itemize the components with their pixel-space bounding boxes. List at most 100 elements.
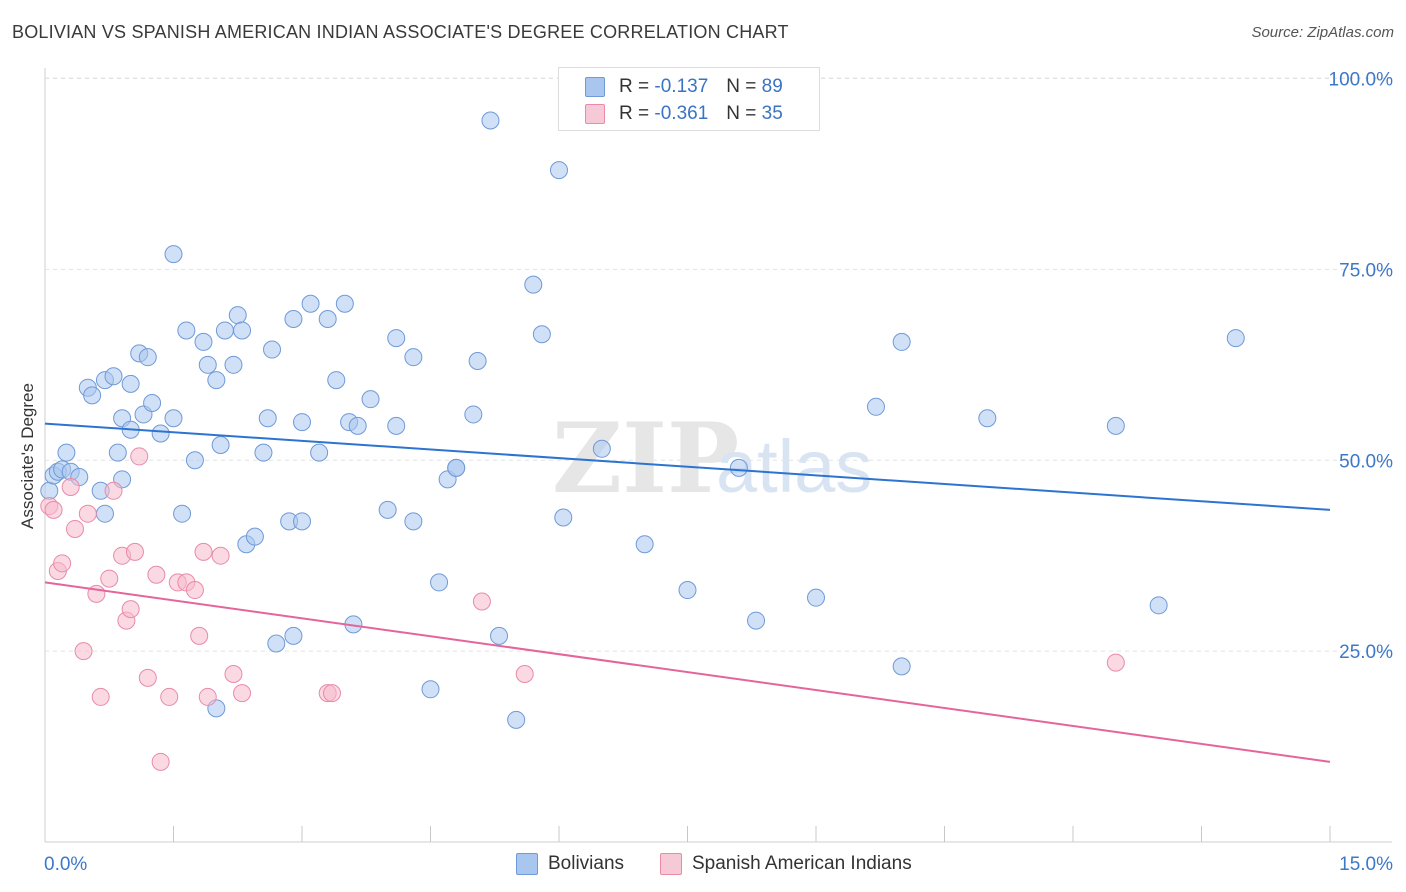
spanish-american-indian-point [190,626,209,645]
spanish-american-indian-point [160,687,179,706]
bolivian-point [387,329,406,348]
spanish-american-indian-point [224,665,243,684]
bolivian-point [327,371,346,390]
bottom-legend-bolivians: Bolivians [516,851,624,877]
bolivian-point [164,409,183,428]
bolivian-point [430,573,449,592]
bolivian-point [301,294,320,313]
legend-row-bolivians: R = -0.137 N = 89 [585,75,783,99]
spanish-american-indian-point [472,592,491,611]
bolivian-point [378,500,397,519]
bolivian-point [258,409,277,428]
bolivian-point [224,355,243,374]
legend-swatch-blue [585,77,605,97]
spanish-american-indian-point [198,687,217,706]
bolivian-point [1149,596,1168,615]
spanish-american-indian-point [91,687,110,706]
spanish-american-indian-point [151,752,170,771]
bottom-legend-swatch-pink [660,853,682,875]
bolivian-point [83,386,102,405]
spanish-american-indian-point [322,684,341,703]
bolivian-point [194,332,213,351]
y-tick-label: 50.0% [1339,451,1393,472]
bolivian-point [177,321,196,340]
bolivian-point [104,367,123,386]
bolivian-point [866,397,885,416]
bolivian-point [532,325,551,344]
y-axis-label: Associate's Degree [18,383,37,529]
spanish-american-indian-point [65,519,84,538]
bolivian-point [348,416,367,435]
bolivian-point [228,306,247,325]
bolivian-point [211,435,230,454]
legend-n-label: N = [726,76,757,97]
bolivian-point [1226,329,1245,348]
bolivian-point [95,504,114,523]
bolivian-point [807,588,825,607]
legend-n-value: 89 [761,76,783,97]
bolivian-point [387,416,406,435]
legend-row-spanish-american-indians: R = -0.361 N = 35 [585,102,783,126]
bolivian-point [40,481,59,500]
bolivian-point [121,374,140,393]
bolivian-point [490,626,509,645]
spanish-american-indian-point [185,581,204,600]
spanish-american-indian-point [125,542,144,561]
bolivian-point [267,634,286,653]
spanish-american-indian-point [1106,653,1125,672]
bottom-legend-spanish-american-indians: Spanish American Indians [660,851,912,877]
spanish-american-indian-point [53,554,72,573]
spanish-american-indian-point [515,665,534,684]
bottom-legend-swatch-blue [516,853,538,875]
y-tick-label: 75.0% [1339,260,1393,281]
bottom-legend-label: Bolivians [548,853,625,874]
bolivian-point [550,161,568,180]
bolivian-point [404,348,423,367]
bolivian-point [747,611,766,630]
bolivian-point [468,351,487,370]
bolivian-point [310,443,329,462]
bolivian-point [263,340,282,359]
legend-r-value: -0.361 [654,103,709,124]
bolivian-point [978,409,997,428]
bolivian-point [481,111,500,130]
spanish-american-indian-point [211,546,230,565]
spanish-american-indian-point [104,481,123,500]
bottom-legend-label: Spanish American Indians [692,853,912,874]
bolivian-point [729,458,748,477]
legend-n-value: 35 [761,103,783,124]
source-label: Source: ZipAtlas.com [1251,24,1394,41]
x-tick-label: 0.0% [44,854,87,875]
spanish-american-indian-point [44,500,63,519]
bolivian-point [361,390,380,409]
bolivian-point [635,535,654,554]
spanish-american-indian-point [138,668,157,687]
watermark-zip: ZIP [552,402,739,515]
spanish-american-indian-point [100,569,119,588]
bolivian-point [592,439,611,458]
bolivian-point [245,527,264,546]
bolivian-point [138,348,157,367]
bolivian-point [892,332,911,351]
bolivian-point [151,424,170,443]
spanish-american-indian-point [74,642,93,661]
bolivian-point [143,393,162,412]
bolivian-point [293,512,311,531]
spanish-american-indian-trend-line [44,581,1331,763]
bolivian-point [524,275,543,294]
legend-n-label: N = [726,103,757,124]
legend-swatch-pink [585,104,605,124]
spanish-american-indian-point [233,684,252,703]
spanish-american-indian-point [130,447,149,466]
bolivian-point [507,710,526,729]
spanish-american-indian-point [78,504,97,523]
bolivian-point [185,451,204,470]
correlation-legend: R = -0.137 N = 89 R = -0.361 N = 35 [558,67,820,131]
bolivian-point [554,508,573,527]
bolivian-point [207,371,226,390]
spanish-american-indian-point [194,542,213,561]
bolivian-trend-line [44,422,1331,511]
legend-r-label: R = [619,103,650,124]
y-tick-label: 25.0% [1339,642,1393,663]
